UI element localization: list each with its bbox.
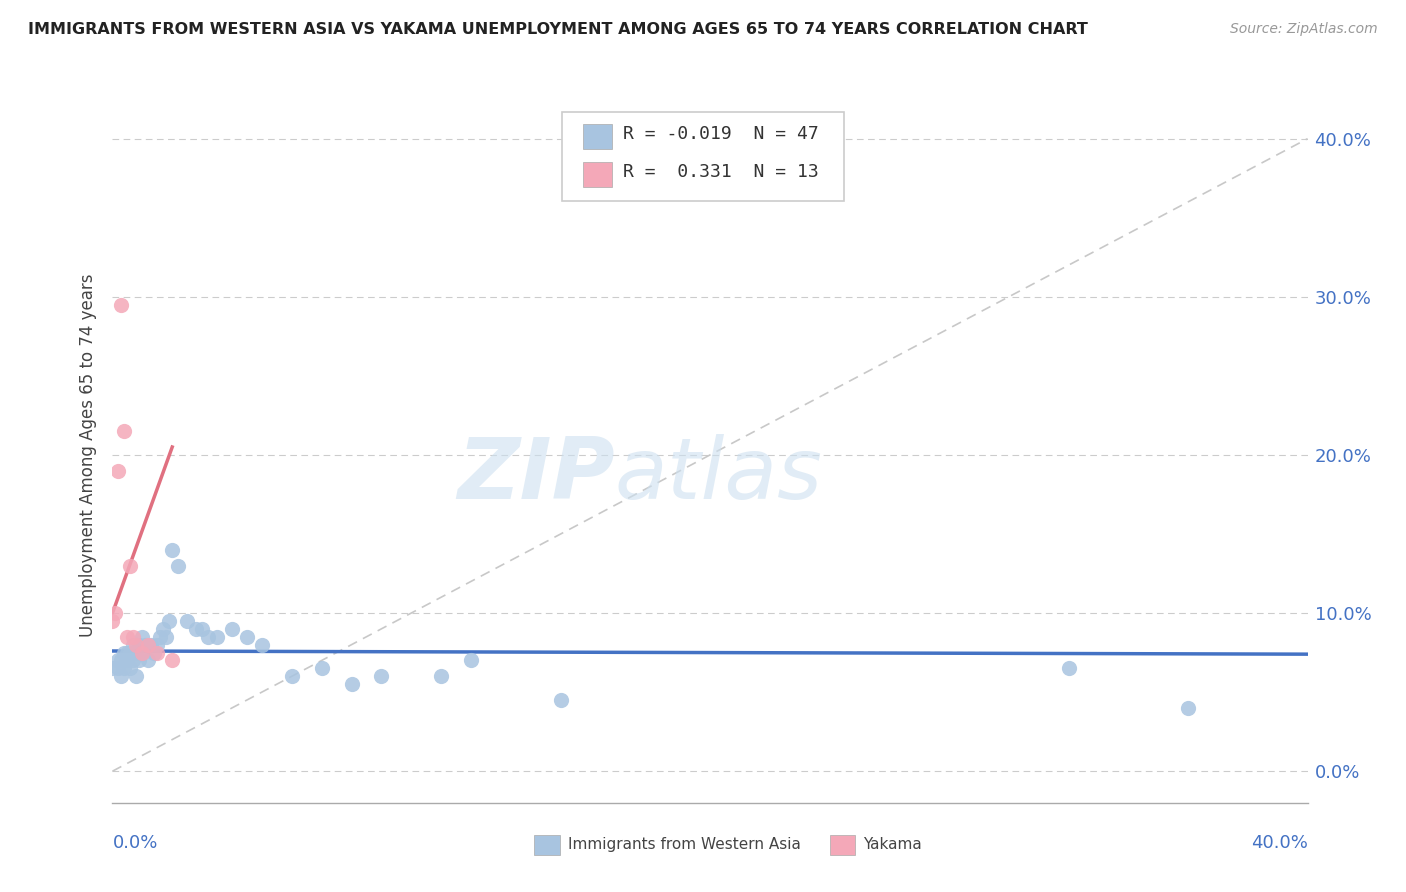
Point bbox=[110, 653, 132, 667]
Point bbox=[167, 558, 190, 573]
Point bbox=[205, 630, 228, 644]
Point bbox=[104, 606, 127, 620]
Point bbox=[101, 614, 124, 628]
Point bbox=[110, 669, 132, 683]
Point bbox=[131, 646, 153, 660]
Point bbox=[143, 646, 166, 660]
Point bbox=[146, 638, 169, 652]
Point bbox=[114, 661, 135, 675]
Point bbox=[107, 661, 129, 675]
Point bbox=[122, 630, 145, 644]
Point bbox=[117, 653, 139, 667]
Point bbox=[281, 669, 304, 683]
Text: 0.0%: 0.0% bbox=[112, 834, 157, 852]
Point bbox=[120, 558, 142, 573]
Point bbox=[117, 630, 139, 644]
Text: 40.0%: 40.0% bbox=[1251, 834, 1308, 852]
Point bbox=[125, 646, 148, 660]
Point bbox=[162, 653, 183, 667]
Point bbox=[101, 661, 124, 675]
Point bbox=[152, 622, 174, 636]
Point bbox=[550, 693, 572, 707]
Point bbox=[114, 424, 135, 438]
Text: IMMIGRANTS FROM WESTERN ASIA VS YAKAMA UNEMPLOYMENT AMONG AGES 65 TO 74 YEARS CO: IMMIGRANTS FROM WESTERN ASIA VS YAKAMA U… bbox=[28, 22, 1088, 37]
Point bbox=[122, 638, 145, 652]
Point bbox=[250, 638, 273, 652]
Point bbox=[134, 638, 156, 652]
Point bbox=[191, 622, 214, 636]
Text: R =  0.331  N = 13: R = 0.331 N = 13 bbox=[623, 163, 818, 181]
Point bbox=[1057, 661, 1080, 675]
Point bbox=[131, 646, 153, 660]
Point bbox=[141, 638, 163, 652]
Point bbox=[114, 646, 135, 660]
Text: ZIP: ZIP bbox=[457, 434, 614, 517]
Text: Source: ZipAtlas.com: Source: ZipAtlas.com bbox=[1230, 22, 1378, 37]
Point bbox=[131, 630, 153, 644]
Point bbox=[197, 630, 219, 644]
Point bbox=[221, 622, 243, 636]
Point bbox=[117, 646, 139, 660]
Y-axis label: Unemployment Among Ages 65 to 74 years: Unemployment Among Ages 65 to 74 years bbox=[79, 273, 97, 637]
Point bbox=[110, 298, 132, 312]
Point bbox=[157, 614, 180, 628]
Point bbox=[176, 614, 198, 628]
Point bbox=[236, 630, 259, 644]
Point bbox=[162, 542, 183, 557]
Point bbox=[128, 638, 150, 652]
Text: R = -0.019  N = 47: R = -0.019 N = 47 bbox=[623, 125, 818, 143]
Point bbox=[107, 653, 129, 667]
Text: Yakama: Yakama bbox=[863, 838, 922, 852]
Point bbox=[1177, 701, 1199, 715]
Point bbox=[122, 653, 145, 667]
Point bbox=[460, 653, 482, 667]
Point bbox=[125, 638, 148, 652]
Point bbox=[128, 653, 150, 667]
Point bbox=[155, 630, 177, 644]
Point bbox=[340, 677, 363, 691]
Point bbox=[125, 669, 148, 683]
Point bbox=[430, 669, 453, 683]
Text: atlas: atlas bbox=[614, 434, 823, 517]
Point bbox=[370, 669, 392, 683]
Point bbox=[138, 653, 160, 667]
Point bbox=[149, 630, 172, 644]
Text: Immigrants from Western Asia: Immigrants from Western Asia bbox=[568, 838, 801, 852]
Point bbox=[120, 661, 142, 675]
Point bbox=[146, 646, 169, 660]
Point bbox=[311, 661, 333, 675]
Point bbox=[186, 622, 208, 636]
Point bbox=[120, 646, 142, 660]
Point bbox=[107, 464, 129, 478]
Point bbox=[138, 638, 160, 652]
